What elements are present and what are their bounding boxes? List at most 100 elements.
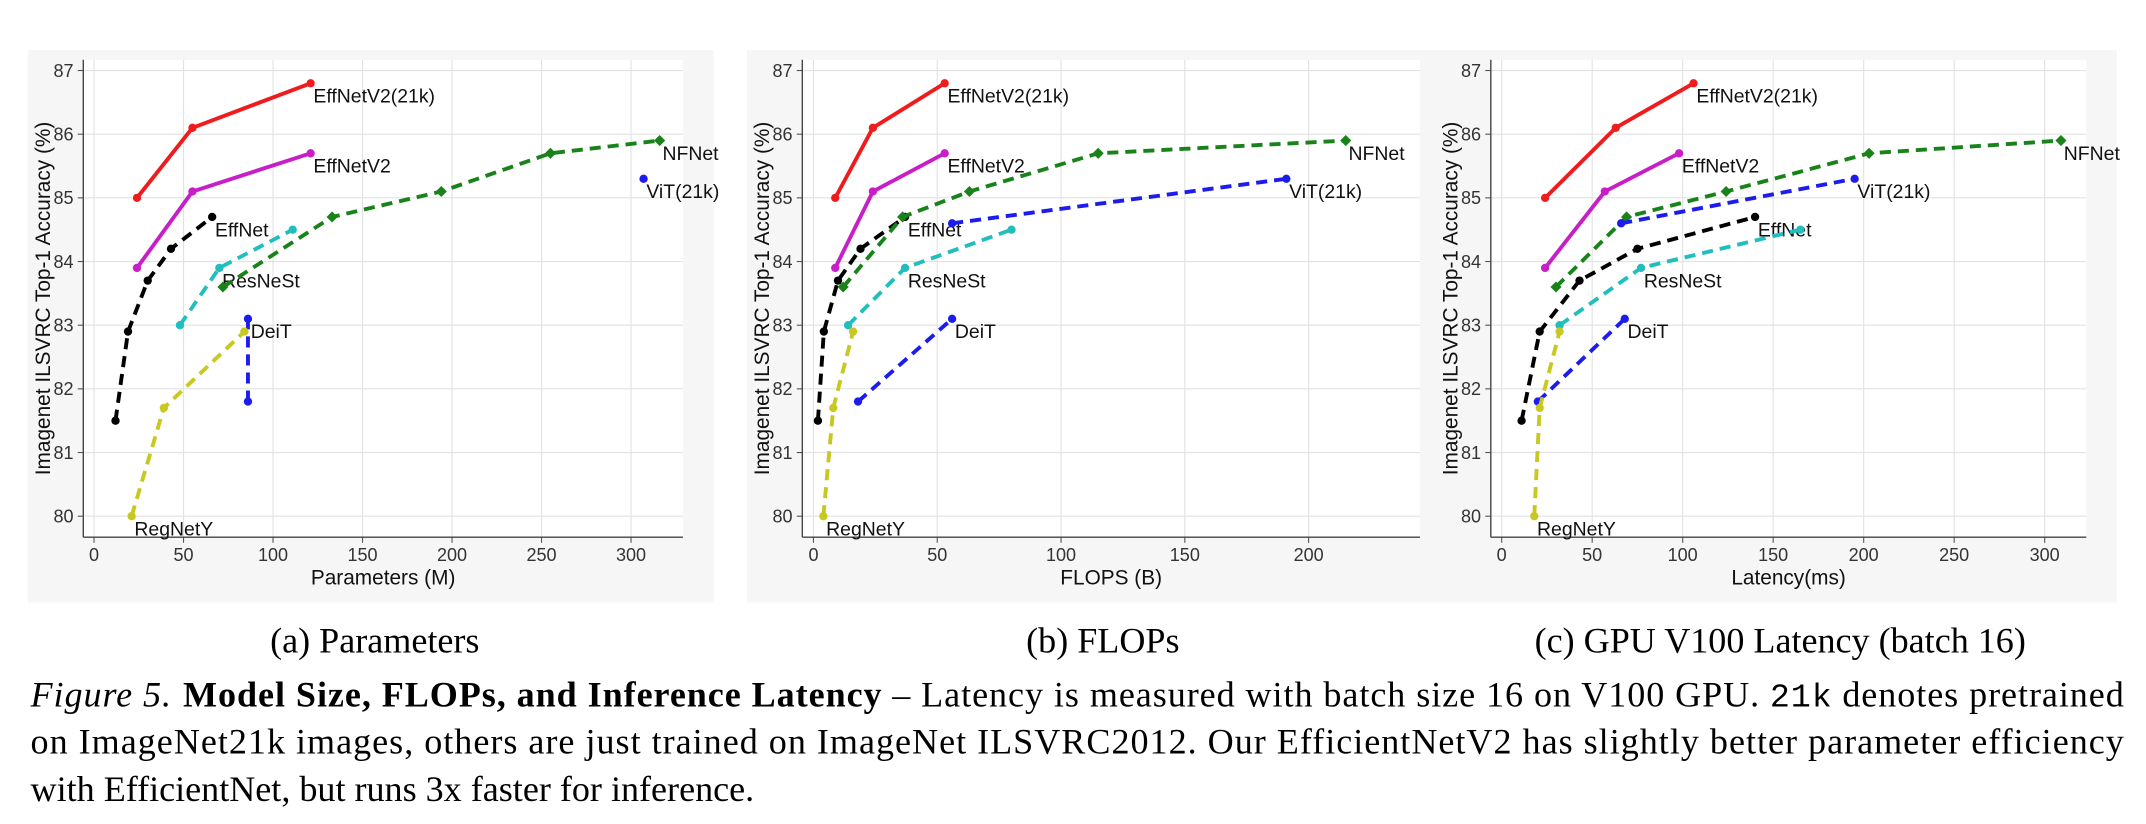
data-point bbox=[127, 512, 136, 521]
caption-line: Figure 5. Model Size, FLOPs, and Inferenc… bbox=[30, 675, 2124, 718]
x-tick-label: 150 bbox=[347, 545, 377, 565]
x-tick-label: 200 bbox=[1849, 545, 1879, 565]
series-label: ResNeSt bbox=[1644, 270, 1722, 292]
data-point bbox=[123, 327, 133, 336]
data-point bbox=[243, 314, 253, 323]
series-label: ResNeSt bbox=[222, 270, 300, 292]
caption-code: 21k bbox=[1770, 680, 1832, 718]
data-point bbox=[1600, 187, 1610, 196]
x-tick-label: 250 bbox=[526, 545, 556, 565]
subfigure-caption: (a) Parameters bbox=[270, 620, 479, 660]
data-point bbox=[963, 185, 975, 198]
y-tick-label: 86 bbox=[773, 124, 793, 144]
data-point bbox=[188, 187, 197, 196]
y-tick-label: 86 bbox=[1461, 124, 1481, 144]
data-point bbox=[1616, 219, 1626, 228]
y-tick-label: 84 bbox=[54, 252, 74, 272]
data-point bbox=[1540, 193, 1550, 203]
x-tick-label: 300 bbox=[616, 545, 646, 565]
data-point bbox=[1282, 174, 1291, 183]
data-point bbox=[2055, 135, 2067, 147]
y-tick-label: 84 bbox=[1461, 252, 1481, 272]
data-point bbox=[240, 327, 249, 336]
chart: 80 81 82 83 84 85 86 87 0 50 100 150 200 FLOPS (B) Ima… bbox=[746, 49, 1451, 660]
data-point bbox=[1620, 314, 1629, 323]
y-axis-label: Imagenet ILSVRC Top-1 Accuracy (%) bbox=[751, 122, 774, 476]
series-line bbox=[815, 215, 907, 421]
data-point bbox=[868, 187, 878, 196]
data-point bbox=[132, 263, 142, 273]
y-tick-label: 82 bbox=[773, 379, 793, 399]
y-tick-label: 81 bbox=[773, 443, 793, 463]
data-point bbox=[819, 327, 829, 336]
x-axis-label: FLOPS (B) bbox=[1060, 566, 1162, 589]
data-point bbox=[1530, 512, 1539, 521]
x-tick-label: 150 bbox=[1758, 545, 1788, 565]
data-point bbox=[900, 263, 910, 273]
data-point bbox=[1796, 225, 1805, 234]
x-tick-label: 0 bbox=[808, 545, 818, 565]
data-point bbox=[1611, 123, 1620, 132]
x-tick-label: 200 bbox=[437, 545, 467, 565]
x-tick-label: 200 bbox=[1294, 545, 1324, 565]
plot-area bbox=[83, 59, 683, 538]
series-label: ViT(21k) bbox=[646, 181, 719, 203]
series-label: EffNetV2 bbox=[947, 156, 1024, 178]
y-tick-label: 87 bbox=[54, 61, 74, 81]
data-point bbox=[819, 512, 828, 521]
data-point bbox=[215, 263, 224, 273]
series-label: EffNetV2 bbox=[313, 156, 390, 178]
series-label: EffNetV2 bbox=[1682, 156, 1759, 178]
x-tick-label: 50 bbox=[927, 545, 947, 565]
data-point bbox=[1636, 263, 1646, 273]
y-tick-label: 86 bbox=[54, 124, 74, 144]
data-point bbox=[1750, 212, 1760, 222]
caption-text: denotes pretrained bbox=[1842, 675, 2123, 715]
caption-line: on ImageNet21k images, others are just t… bbox=[31, 722, 2124, 762]
series-label: ViT(21k) bbox=[1857, 181, 1930, 203]
data-point bbox=[833, 276, 843, 285]
plot-area bbox=[802, 59, 1421, 538]
caption-label: Figure 5. bbox=[30, 675, 171, 715]
x-tick-label: 100 bbox=[1668, 545, 1698, 565]
data-point bbox=[1535, 403, 1544, 413]
data-point bbox=[853, 397, 863, 406]
data-point bbox=[208, 212, 217, 222]
x-tick-label: 150 bbox=[1170, 545, 1200, 565]
series-label: EffNetV2(21k) bbox=[1696, 86, 1818, 108]
data-point bbox=[1555, 327, 1564, 336]
data-point bbox=[848, 327, 858, 336]
data-point bbox=[1517, 416, 1526, 425]
series-line bbox=[951, 176, 1287, 226]
data-point bbox=[1007, 225, 1016, 234]
x-tick-label: 0 bbox=[89, 545, 99, 565]
series-label: EffNetV2(21k) bbox=[313, 86, 435, 108]
series-label: RegNetY bbox=[1537, 519, 1616, 541]
data-point bbox=[947, 314, 957, 323]
data-point bbox=[288, 225, 297, 234]
series-label: DeiT bbox=[251, 321, 292, 343]
series-label: RegNetY bbox=[134, 519, 213, 541]
y-tick-label: 83 bbox=[773, 315, 793, 335]
data-point bbox=[639, 174, 648, 183]
data-point bbox=[1850, 174, 1859, 183]
caption-line: with EfficientNet, but runs 3x faster fo… bbox=[31, 769, 755, 809]
y-axis-label: Imagenet ILSVRC Top-1 Accuracy (%) bbox=[1440, 122, 1463, 476]
data-point bbox=[897, 211, 909, 223]
data-point bbox=[188, 123, 197, 132]
data-point bbox=[1863, 147, 1875, 159]
data-point bbox=[159, 403, 169, 413]
data-point bbox=[940, 149, 949, 158]
y-tick-label: 82 bbox=[54, 379, 74, 399]
y-tick-label: 87 bbox=[773, 61, 793, 81]
series-label: DeiT bbox=[1628, 321, 1669, 343]
series-label: NFNet bbox=[2064, 143, 2121, 165]
chart: 80 81 82 83 84 85 86 87 0 50 100 150 200 250 300 Parame… bbox=[27, 49, 719, 660]
data-point bbox=[831, 263, 840, 273]
data-point bbox=[1555, 321, 1564, 330]
data-point bbox=[813, 416, 823, 425]
data-point bbox=[306, 79, 315, 88]
series-label: NFNet bbox=[1349, 143, 1406, 165]
data-point bbox=[829, 403, 838, 413]
